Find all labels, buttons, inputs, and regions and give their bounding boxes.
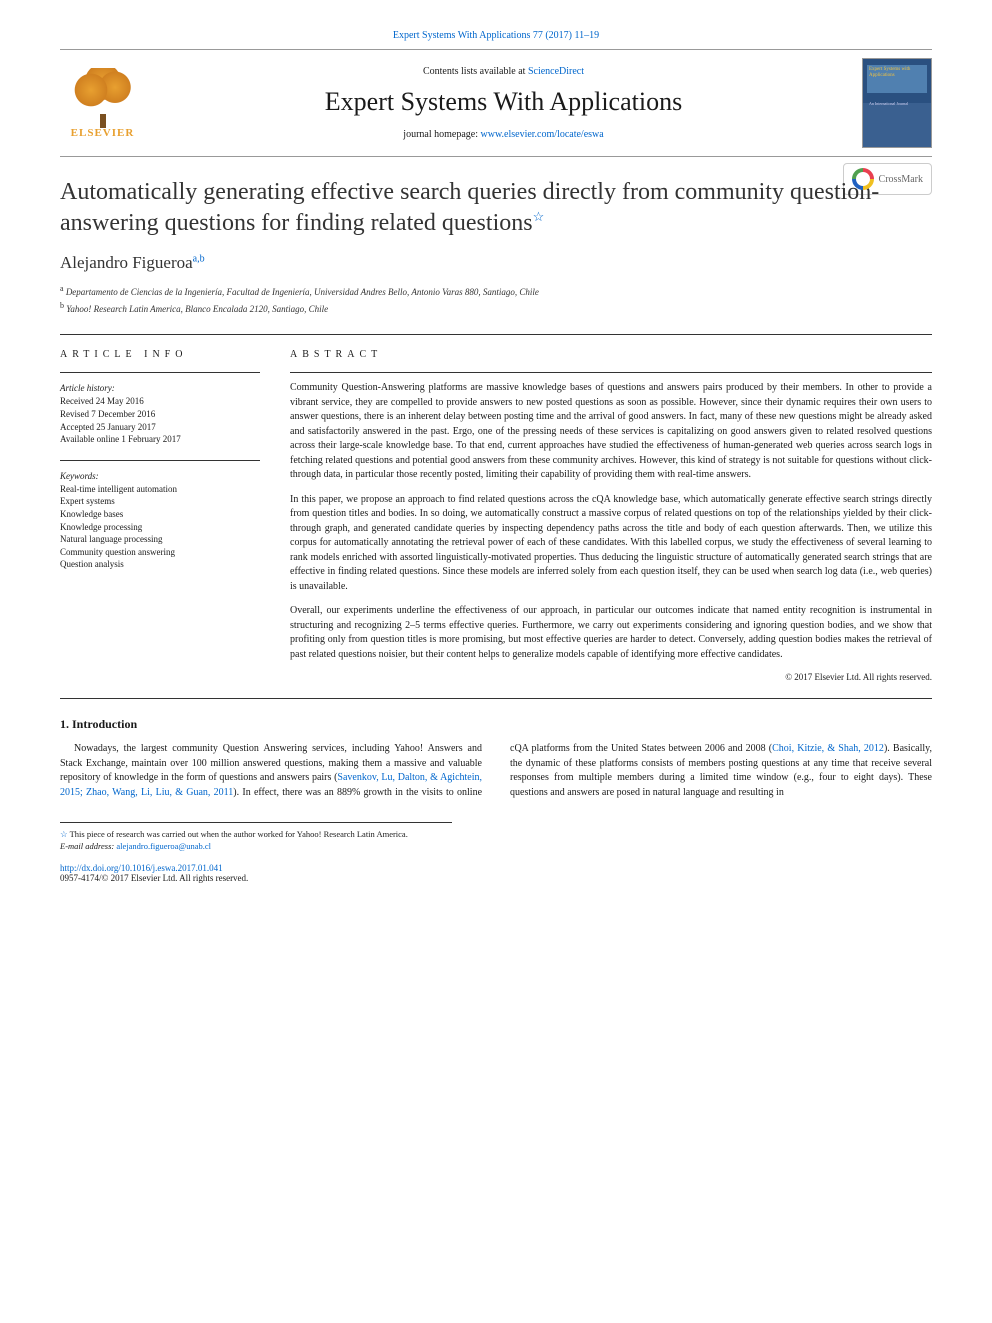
doi-link[interactable]: http://dx.doi.org/10.1016/j.eswa.2017.01… bbox=[60, 863, 223, 873]
abstract-heading: ABSTRACT bbox=[290, 349, 932, 360]
abstract-copyright: © 2017 Elsevier Ltd. All rights reserved… bbox=[290, 672, 932, 682]
abstract-para-2: In this paper, we propose an approach to… bbox=[290, 493, 932, 595]
abstract: ABSTRACT Community Question-Answering pl… bbox=[290, 349, 932, 682]
author-affiliation-sup: a,b bbox=[193, 254, 205, 265]
email-label: E-mail address: bbox=[60, 841, 116, 851]
article-info: ARTICLE INFO Article history: Received 2… bbox=[60, 349, 260, 682]
body-text: Nowadays, the largest community Question… bbox=[60, 742, 932, 804]
journal-reference: Expert Systems With Applications 77 (201… bbox=[60, 30, 932, 41]
footnote-text: This piece of research was carried out w… bbox=[70, 829, 408, 839]
keyword: Natural language processing bbox=[60, 533, 260, 546]
keyword: Expert systems bbox=[60, 495, 260, 508]
homepage-prefix: journal homepage: bbox=[403, 129, 480, 140]
info-abstract-row: ARTICLE INFO Article history: Received 2… bbox=[60, 349, 932, 682]
article-title: Automatically generating effective searc… bbox=[60, 177, 932, 239]
intro-text-a: Nowadays, the largest community Question… bbox=[60, 743, 482, 769]
journal-name: Expert Systems With Applications bbox=[145, 87, 862, 117]
elsevier-text: ELSEVIER bbox=[71, 127, 135, 139]
doi-block: http://dx.doi.org/10.1016/j.eswa.2017.01… bbox=[60, 863, 932, 883]
intro-heading: 1. Introduction bbox=[60, 717, 932, 732]
received-line: Received 24 May 2016 bbox=[60, 395, 260, 408]
email-line: E-mail address: alejandro.figueroa@unab.… bbox=[60, 841, 452, 853]
email-link[interactable]: alejandro.figueroa@unab.cl bbox=[116, 841, 211, 851]
abstract-divider bbox=[290, 372, 932, 373]
footnote-star: ☆ This piece of research was carried out… bbox=[60, 829, 452, 841]
title-footnote-marker: ☆ bbox=[533, 209, 545, 224]
crossmark-icon bbox=[852, 168, 874, 190]
keywords-label: Keywords: bbox=[60, 471, 260, 481]
contents-line: Contents lists available at ScienceDirec… bbox=[145, 66, 862, 77]
intro-text-b: repository of knowledge in the form of q… bbox=[60, 772, 337, 783]
cover-title: Expert Systems with Applications bbox=[869, 67, 931, 78]
history-label: Article history: bbox=[60, 383, 260, 393]
sciencedirect-link[interactable]: ScienceDirect bbox=[528, 66, 584, 77]
elsevier-logo: ELSEVIER bbox=[60, 61, 145, 146]
author-name: Alejandro Figueroa bbox=[60, 253, 193, 272]
affiliation-b: b Yahoo! Research Latin America, Blanco … bbox=[60, 300, 932, 317]
info-divider bbox=[60, 372, 260, 373]
issn-copyright: 0957-4174/© 2017 Elsevier Ltd. All right… bbox=[60, 873, 932, 883]
journal-header: ELSEVIER Contents lists available at Sci… bbox=[60, 49, 932, 157]
affiliation-a: a Departamento de Ciencias de la Ingenie… bbox=[60, 283, 932, 300]
revised-line: Revised 7 December 2016 bbox=[60, 408, 260, 421]
accepted-line: Accepted 25 January 2017 bbox=[60, 421, 260, 434]
keyword: Real-time intelligent automation bbox=[60, 483, 260, 496]
elsevier-tree-icon bbox=[73, 68, 133, 123]
citation-link[interactable]: Choi, Kitzie, & Shah, 2012 bbox=[772, 743, 884, 754]
keyword: Community question answering bbox=[60, 546, 260, 559]
title-text: Automatically generating effective searc… bbox=[60, 179, 879, 236]
journal-cover-thumbnail: Expert Systems with Applications An Inte… bbox=[862, 58, 932, 148]
author-line: Alejandro Figueroaa,b bbox=[60, 253, 932, 273]
intro-paragraph: Nowadays, the largest community Question… bbox=[60, 742, 932, 804]
keyword: Knowledge processing bbox=[60, 521, 260, 534]
keywords-divider bbox=[60, 460, 260, 461]
footnotes: ☆ This piece of research was carried out… bbox=[60, 822, 452, 853]
keyword: Question analysis bbox=[60, 558, 260, 571]
journal-ref-link[interactable]: Expert Systems With Applications 77 (201… bbox=[393, 30, 599, 41]
homepage-link[interactable]: www.elsevier.com/locate/eswa bbox=[481, 129, 604, 140]
online-line: Available online 1 February 2017 bbox=[60, 433, 260, 446]
divider-top bbox=[60, 334, 932, 335]
abstract-para-3: Overall, our experiments underline the e… bbox=[290, 604, 932, 662]
contents-prefix: Contents lists available at bbox=[423, 66, 528, 77]
affiliation-b-text: Yahoo! Research Latin America, Blanco En… bbox=[66, 304, 328, 314]
crossmark-label: CrossMark bbox=[879, 174, 923, 185]
keyword: Knowledge bases bbox=[60, 508, 260, 521]
header-center: Contents lists available at ScienceDirec… bbox=[145, 66, 862, 140]
abstract-para-1: Community Question-Answering platforms a… bbox=[290, 381, 932, 483]
homepage-line: journal homepage: www.elsevier.com/locat… bbox=[145, 129, 862, 140]
keywords-block: Keywords: Real-time intelligent automati… bbox=[60, 460, 260, 571]
divider-bottom bbox=[60, 698, 932, 699]
article-info-heading: ARTICLE INFO bbox=[60, 349, 260, 360]
cover-subtitle: An International Journal bbox=[869, 101, 908, 106]
affiliations: a Departamento de Ciencias de la Ingenie… bbox=[60, 283, 932, 316]
affiliation-a-text: Departamento de Ciencias de la Ingenierí… bbox=[66, 287, 539, 297]
